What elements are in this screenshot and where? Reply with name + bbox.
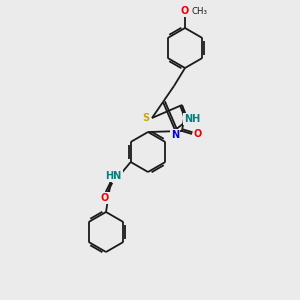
Text: NH: NH (184, 114, 200, 124)
Text: N: N (171, 130, 179, 140)
Text: O: O (181, 6, 189, 16)
Text: O: O (194, 129, 202, 139)
Text: S: S (142, 113, 150, 123)
Text: HN: HN (106, 171, 122, 181)
Text: O: O (100, 193, 109, 203)
Text: N: N (190, 115, 198, 125)
Text: CH₃: CH₃ (192, 7, 208, 16)
